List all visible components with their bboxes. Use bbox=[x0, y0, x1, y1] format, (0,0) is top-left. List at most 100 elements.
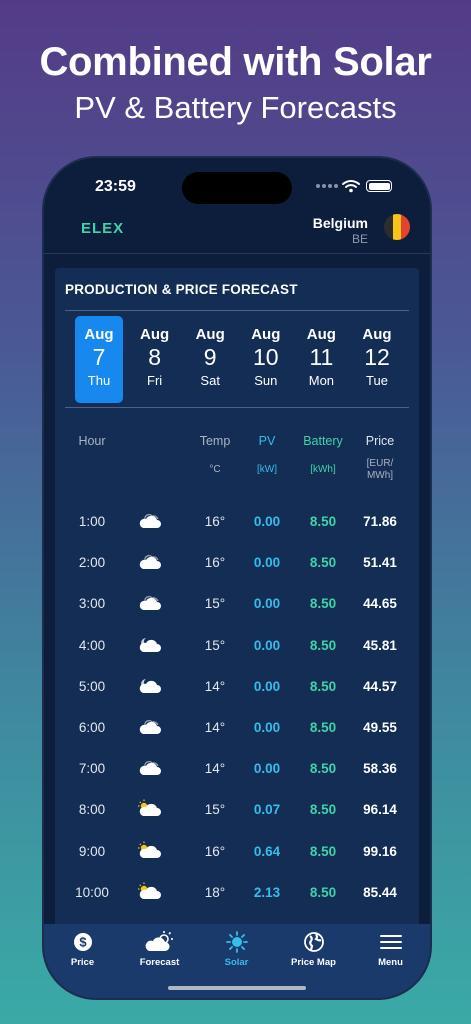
cell-pv: 0.64 bbox=[253, 843, 281, 859]
cell-battery: 8.50 bbox=[309, 555, 337, 571]
menu-icon bbox=[376, 930, 406, 954]
belgium-flag-icon[interactable] bbox=[384, 214, 410, 240]
promo-subheadline: PV & Battery Forecasts bbox=[74, 90, 397, 125]
day-tab-fri[interactable]: Aug 8 Fri bbox=[131, 316, 179, 403]
table-row: 6:00 14° 0.00 8.50 49.55 bbox=[55, 714, 419, 744]
day-weekday: Fri bbox=[147, 373, 163, 388]
table-row: 1:00 16° 0.00 8.50 71.86 bbox=[55, 508, 419, 538]
cell-pv: 0.00 bbox=[253, 761, 281, 777]
cell-battery: 8.50 bbox=[309, 884, 337, 900]
cloud-sun-icon bbox=[137, 798, 163, 820]
day-weekday: Mon bbox=[308, 373, 335, 388]
day-date: 8 bbox=[148, 344, 161, 370]
card-title: PRODUCTION & PRICE FORECAST bbox=[65, 282, 298, 297]
cell-hour: 3:00 bbox=[78, 596, 106, 612]
table-row: 4:00 15° 0.00 8.50 45.81 bbox=[55, 632, 419, 662]
day-month: Aug bbox=[84, 326, 114, 343]
cloud-sun-icon bbox=[145, 930, 175, 954]
cell-temp: 14° bbox=[204, 720, 226, 735]
dollar-icon: $ bbox=[68, 930, 98, 954]
tab-forecast[interactable]: Forecast bbox=[121, 924, 198, 974]
unit-price-line1: [EUR/ bbox=[366, 458, 394, 469]
day-month: Aug bbox=[362, 326, 392, 343]
cell-pv: 0.00 bbox=[253, 555, 281, 571]
divider bbox=[65, 407, 409, 408]
cell-temp: 15° bbox=[204, 637, 226, 653]
day-date: 10 bbox=[253, 344, 279, 370]
day-date: 12 bbox=[364, 344, 390, 370]
day-date: 7 bbox=[92, 344, 106, 370]
cell-battery: 8.50 bbox=[309, 761, 337, 777]
home-indicator bbox=[168, 986, 306, 990]
elex-logo: ELEX bbox=[81, 220, 125, 237]
day-weekday: Tue bbox=[366, 373, 388, 388]
day-weekday: Thu bbox=[87, 373, 111, 388]
header-price: Price bbox=[365, 434, 395, 448]
cell-price: 58.36 bbox=[363, 761, 397, 777]
cell-temp: 14° bbox=[204, 678, 226, 694]
tab-label: Solar bbox=[224, 957, 249, 968]
tab-price-map[interactable]: Price Map bbox=[275, 924, 352, 974]
cloud-moon-icon bbox=[137, 675, 163, 697]
header-hour: Hour bbox=[78, 434, 106, 448]
tab-bar: $ Price Forecast Solar Price Map Menu bbox=[44, 924, 430, 998]
sun-icon bbox=[222, 930, 252, 954]
table-row: 3:00 15° 0.00 8.50 44.65 bbox=[55, 590, 419, 620]
status-time: 23:59 bbox=[95, 178, 136, 195]
cell-temp: 18° bbox=[204, 884, 226, 900]
cell-pv: 0.00 bbox=[253, 514, 281, 529]
country-name[interactable]: Belgium bbox=[312, 215, 368, 231]
table-row: 10:00 18° 2.13 8.50 85.44 bbox=[55, 879, 419, 909]
cell-pv: 0.00 bbox=[253, 678, 281, 694]
cell-temp: 15° bbox=[204, 802, 226, 818]
table-row: 9:00 16° 0.64 8.50 99.16 bbox=[55, 838, 419, 868]
cloud-night-icon bbox=[137, 510, 163, 532]
day-selector: Aug 7 Thu Aug 8 Fri Aug 9 Sat Aug 10 Sun Aug 11 Mon Aug… bbox=[75, 316, 409, 404]
cell-price: 99.16 bbox=[363, 843, 397, 859]
cell-battery: 8.50 bbox=[309, 843, 337, 859]
cell-hour: 9:00 bbox=[78, 843, 106, 859]
cell-battery: 8.50 bbox=[309, 637, 337, 653]
header-temp: Temp bbox=[199, 434, 231, 448]
cell-price: 45.81 bbox=[363, 637, 397, 653]
tab-solar[interactable]: Solar bbox=[198, 924, 275, 974]
day-tab-sat[interactable]: Aug 9 Sat bbox=[186, 316, 234, 403]
cell-temp: 14° bbox=[204, 761, 226, 777]
cell-price: 44.57 bbox=[363, 678, 397, 694]
cloud-night-icon bbox=[137, 716, 163, 738]
day-date: 9 bbox=[203, 344, 217, 370]
header-pv: PV bbox=[258, 434, 276, 448]
tab-menu[interactable]: Menu bbox=[352, 924, 429, 974]
cell-temp: 16° bbox=[204, 555, 226, 571]
cloud-night-icon bbox=[137, 592, 163, 614]
tab-price[interactable]: $ Price bbox=[44, 924, 121, 974]
cloud-night-icon bbox=[137, 757, 163, 779]
cell-pv: 0.07 bbox=[253, 802, 281, 818]
cloud-sun-icon bbox=[137, 840, 163, 862]
day-tab-tue[interactable]: Aug 12 Tue bbox=[353, 316, 401, 403]
tab-label: Forecast bbox=[139, 957, 180, 968]
cloud-night-icon bbox=[137, 551, 163, 573]
cell-pv: 0.00 bbox=[253, 720, 281, 735]
cell-pv: 2.13 bbox=[253, 884, 281, 900]
day-tab-mon[interactable]: Aug 11 Mon bbox=[297, 316, 345, 403]
day-tab-thu[interactable]: Aug 7 Thu bbox=[75, 316, 123, 403]
cell-price: 85.44 bbox=[363, 884, 397, 900]
table-row: 2:00 16° 0.00 8.50 51.41 bbox=[55, 549, 419, 579]
cloud-moon-icon bbox=[137, 634, 163, 656]
unit-temp: °C bbox=[209, 464, 221, 475]
cell-hour: 6:00 bbox=[78, 720, 106, 735]
table-row: 8:00 15° 0.07 8.50 96.14 bbox=[55, 796, 419, 826]
cell-price: 49.55 bbox=[363, 720, 397, 735]
battery-icon bbox=[366, 180, 392, 192]
cell-price: 51.41 bbox=[363, 555, 397, 571]
cell-pv: 0.00 bbox=[253, 596, 281, 612]
cell-hour: 4:00 bbox=[78, 637, 106, 653]
cloud-sun-icon bbox=[137, 881, 163, 903]
signal-icon bbox=[316, 184, 338, 190]
cell-temp: 16° bbox=[204, 843, 226, 859]
globe-icon bbox=[299, 930, 329, 954]
day-tab-sun[interactable]: Aug 10 Sun bbox=[242, 316, 290, 403]
cell-battery: 8.50 bbox=[309, 678, 337, 694]
table-row: 5:00 14° 0.00 8.50 44.57 bbox=[55, 673, 419, 703]
